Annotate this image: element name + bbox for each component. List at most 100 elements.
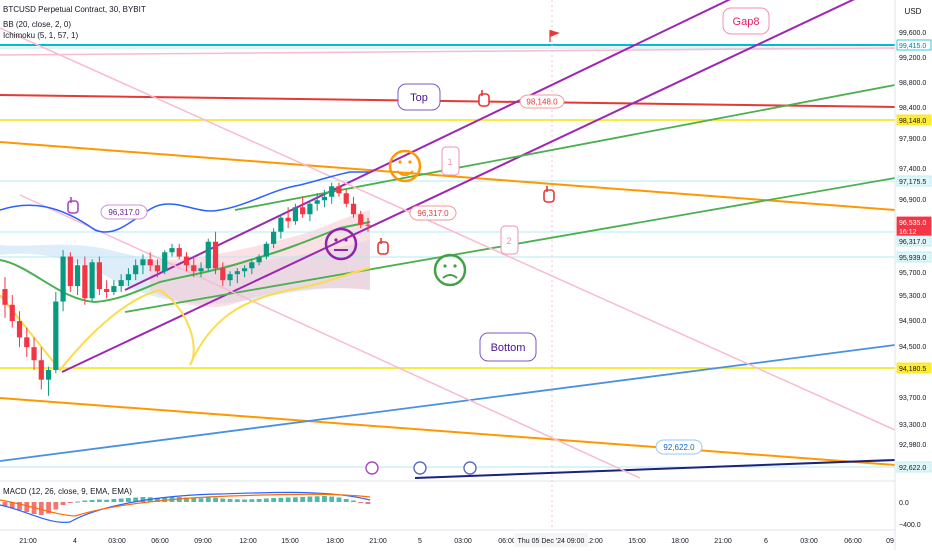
- y-tick-6: 96,900.0: [899, 197, 926, 204]
- y-tick-1: 99,200.0: [899, 55, 926, 62]
- macd-bar-0: [2, 502, 8, 506]
- trendline-5: [124, 0, 731, 291]
- candle-body-4: [31, 347, 37, 361]
- x-tick-5: 12:00: [239, 538, 257, 545]
- price-tag-bg-8: [896, 461, 932, 473]
- price-tag-bg-6: [896, 251, 932, 263]
- trendline-9: [19, 194, 641, 479]
- trendline-1: [0, 397, 896, 466]
- x-tick-14: 15:00: [628, 538, 646, 545]
- macd-bar-7: [53, 502, 59, 510]
- y-tick-12: 93,700.0: [899, 395, 926, 402]
- note-bg-7: [441, 146, 460, 176]
- event-icon-2: [463, 461, 477, 475]
- hand-marker-icon-0: [67, 200, 79, 214]
- price-tag-6: 95,939.0: [899, 255, 926, 262]
- y-tick-8: 95,700.0: [899, 270, 926, 277]
- x-tick-3: 06:00: [151, 538, 169, 545]
- candle-body-29: [212, 241, 219, 269]
- macd-bar-2: [17, 502, 22, 510]
- candle-body-9: [67, 256, 73, 287]
- candle-body-26: [191, 265, 197, 272]
- callout-bg-0: [397, 83, 441, 111]
- hand-marker-icon-1: [478, 93, 490, 107]
- currency-label: USD: [905, 7, 922, 16]
- macd-bar-35: [256, 499, 262, 502]
- neutral-face-icon-eye-r: [344, 238, 348, 242]
- candle-body-45: [329, 186, 335, 197]
- happy-face-icon-eye-l: [398, 160, 402, 164]
- candle-body-39: [285, 217, 291, 222]
- worried-face-icon: [433, 253, 467, 287]
- hline-3: [0, 94, 896, 108]
- price-tag-0: 99,415.0: [899, 43, 926, 50]
- macd-bar-43: [314, 496, 320, 502]
- y-tick-10: 94,900.0: [899, 318, 926, 325]
- y-tick-5: 97,400.0: [899, 166, 926, 173]
- y-tick-11: 94,500.0: [899, 344, 926, 351]
- worried-face-mouth: [442, 274, 458, 279]
- trendline-7: [234, 84, 896, 211]
- trendline-4: [61, 0, 855, 373]
- price-tag-4: 16:12: [899, 229, 917, 236]
- x-highlight-bg: [514, 533, 588, 547]
- candle-body-49: [358, 214, 364, 225]
- y-tick-2: 98,800.0: [899, 80, 926, 87]
- candle-body-18: [133, 265, 139, 275]
- candle-body-17: [125, 274, 132, 281]
- y-tick-3: 98,400.0: [899, 105, 926, 112]
- macd-bar-25: [184, 497, 189, 502]
- macd-bar-18: [133, 497, 139, 502]
- candle-body-30: [220, 268, 226, 281]
- candle-body-22: [162, 252, 168, 272]
- price-tag-2: 97,175.5: [899, 179, 926, 186]
- macd-bar-38: [278, 497, 284, 502]
- candle-body-14: [104, 289, 110, 293]
- macd-bar-48: [351, 500, 356, 502]
- hline-2: [0, 47, 896, 56]
- macd-bar-37: [271, 498, 277, 502]
- candle-body-44: [321, 196, 328, 201]
- price-tag-1: 98,148.0: [899, 118, 926, 125]
- candle-body-42: [307, 203, 313, 215]
- y-tick-14: 92,980.0: [899, 442, 926, 449]
- worried-face-icon-eye-r: [453, 264, 457, 268]
- callout-bg-3: [519, 94, 565, 109]
- candle-body-25: [183, 256, 190, 266]
- candle-body-35: [256, 256, 262, 263]
- macd-bar-11: [82, 500, 88, 502]
- x-tick-15: 18:00: [671, 538, 689, 545]
- note-bg-8: [500, 225, 519, 255]
- macd-bar-17: [126, 498, 131, 502]
- price-tag-bg-2: [896, 175, 932, 187]
- candle-body-10: [75, 265, 81, 287]
- x-tick-18: 03:00: [800, 538, 818, 545]
- x-tick-19: 06:00: [844, 538, 862, 545]
- candle-body-0: [2, 289, 8, 305]
- price-tag-5: 96,317.0: [899, 239, 926, 246]
- macd-bar-39: [285, 497, 291, 502]
- candle-body-31: [227, 274, 233, 281]
- macd-bar-27: [198, 498, 204, 502]
- macd-bar-32: [234, 499, 240, 502]
- macd-bar-31: [227, 499, 233, 502]
- x-tick-11: 06:00: [498, 538, 516, 545]
- candle-body-7: [53, 301, 59, 370]
- candle-body-13: [96, 262, 102, 290]
- callout-4: 96,317.0: [108, 208, 140, 217]
- callout-3: 98,148.0: [526, 97, 558, 106]
- candle-body-46: [336, 186, 342, 194]
- trendline-3: [414, 459, 896, 479]
- candle-body-38: [278, 217, 284, 232]
- event-icon-0: [365, 461, 379, 475]
- macd-bar-28: [205, 497, 211, 502]
- x-tick-13: 12:00: [585, 538, 603, 545]
- macd-bar-47: [343, 499, 349, 502]
- candle-body-43: [314, 200, 320, 204]
- macd-bar-16: [118, 498, 124, 502]
- macd-bar-40: [293, 497, 298, 502]
- candle-body-37: [271, 231, 277, 244]
- macd-bar-29: [213, 497, 218, 502]
